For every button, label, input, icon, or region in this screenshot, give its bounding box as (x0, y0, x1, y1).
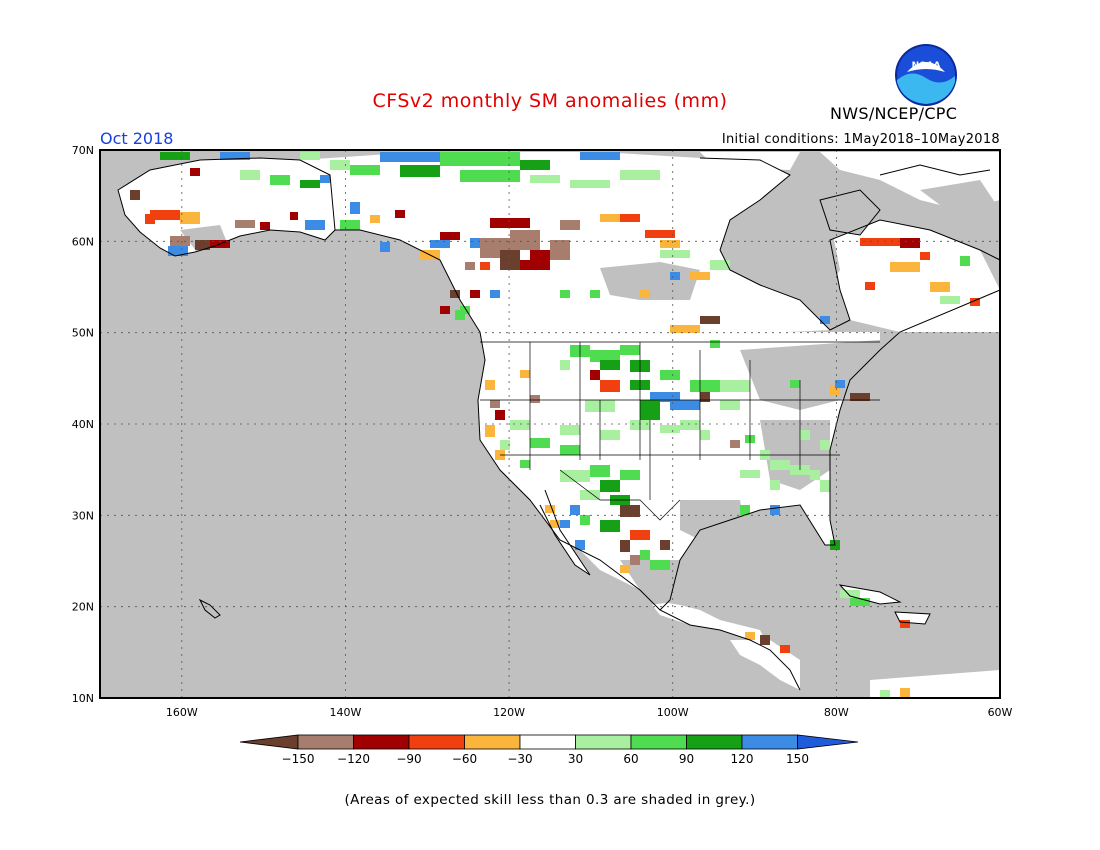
legend-swatch (408, 734, 465, 750)
color-legend: −150 −120 −90 −60 −30 30 60 90 120 150 (239, 734, 859, 766)
anomaly-cells (130, 152, 980, 698)
legend-tick-label: 60 (623, 752, 638, 766)
legend-swatch (297, 734, 354, 750)
lon-label: 120W (493, 706, 525, 719)
lon-label: 100W (657, 706, 689, 719)
lat-label: 40N (72, 418, 94, 431)
legend-tick-label: 90 (679, 752, 694, 766)
lat-label: 60N (72, 235, 94, 248)
agency-label: NWS/NCEP/CPC (830, 104, 958, 123)
lat-label: 10N (72, 692, 94, 705)
legend-swatch (741, 734, 798, 750)
lon-label: 140W (330, 706, 362, 719)
legend-tick-label: 150 (786, 752, 809, 766)
coastlines (117, 157, 1001, 691)
svg-text:NOAA: NOAA (912, 61, 941, 71)
legend-tick-label: −150 (282, 752, 315, 766)
map-frame (99, 149, 1001, 699)
legend-swatch (353, 734, 410, 750)
skill-footnote: (Areas of expected skill less than 0.3 a… (344, 792, 756, 808)
legend-arrow-low (239, 734, 299, 750)
legend-tick-label: 120 (731, 752, 754, 766)
graticule (100, 150, 1000, 698)
lat-label: 30N (72, 509, 94, 522)
legend-tick-label: −30 (507, 752, 532, 766)
lat-label: 20N (72, 601, 94, 614)
legend-swatch (464, 734, 521, 750)
legend-tick-label: −90 (396, 752, 421, 766)
longitude-labels: 160W 140W 120W 100W 80W 60W (166, 706, 1013, 719)
legend-swatch (630, 734, 687, 750)
lat-label: 70N (72, 144, 94, 157)
legend-tick-label: 30 (568, 752, 583, 766)
lon-label: 80W (824, 706, 849, 719)
latitude-labels: 70N 60N 50N 40N 30N 20N 10N (72, 144, 94, 705)
legend-tick-label: −120 (337, 752, 370, 766)
noaa-logo: NOAA (895, 44, 957, 106)
legend-arrow-high (797, 734, 859, 750)
legend-swatch (519, 734, 576, 750)
lat-label: 50N (72, 327, 94, 340)
initial-conditions: Initial conditions: 1May2018–10May2018 (721, 132, 1000, 147)
lon-label: 60W (988, 706, 1013, 719)
forecast-month: Oct 2018 (100, 129, 174, 148)
legend-swatch (575, 734, 632, 750)
lon-label: 160W (166, 706, 198, 719)
legend-tick-label: −60 (452, 752, 477, 766)
political-boundaries (480, 341, 880, 521)
legend-swatch (686, 734, 743, 750)
map-title: CFSv2 monthly SM anomalies (mm) (372, 90, 728, 112)
